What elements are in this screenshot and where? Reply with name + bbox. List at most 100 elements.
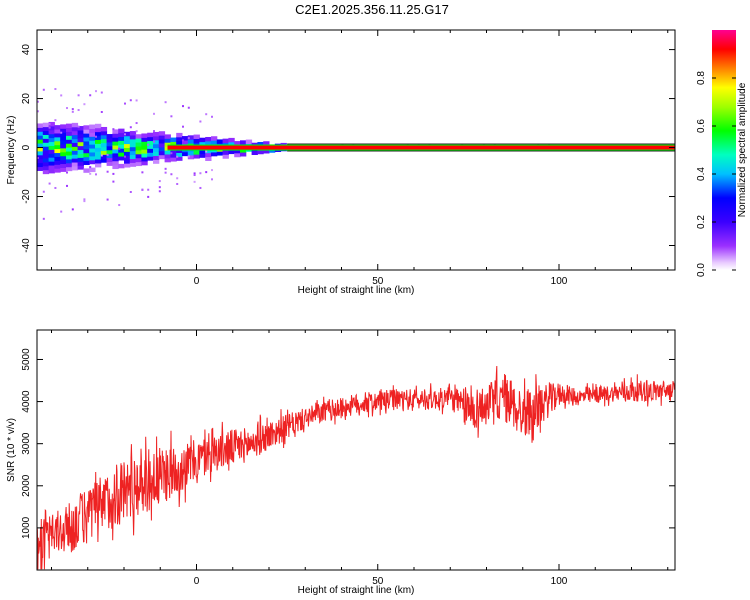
spectrogram-outlier	[42, 217, 45, 220]
spectrogram-cell	[83, 137, 90, 142]
spectrogram-cell	[164, 138, 171, 143]
spectrogram-cell	[222, 154, 229, 159]
spectrogram-cell	[176, 152, 183, 157]
spectrogram-cell	[54, 152, 61, 157]
spectrogram-cell	[89, 136, 96, 141]
spectrogram-outlier	[54, 186, 57, 189]
spectrogram-outlier	[100, 91, 103, 94]
spectrogram-cell	[77, 165, 84, 170]
spectrogram-cell	[170, 137, 177, 142]
y-tick-label: 3000	[21, 432, 32, 455]
spectrogram-cell	[158, 150, 166, 156]
y-tick-label: -20	[21, 189, 32, 204]
spectrogram-outlier	[83, 200, 86, 203]
spectrogram-cell	[66, 158, 73, 164]
spectrogram-cell	[89, 144, 96, 149]
spectrogram-cell	[118, 128, 125, 134]
spectrogram-outlier	[77, 94, 80, 97]
spectrogram-outlier	[187, 106, 190, 109]
spectrogram-outlier	[54, 88, 57, 91]
spectrogram-cell	[112, 129, 119, 134]
spectrogram-cell	[48, 153, 55, 158]
spectrogram-outlier	[164, 167, 167, 170]
spectrogram-cell	[89, 155, 96, 161]
spectrogram-cell	[42, 142, 50, 147]
spectrogram-outlier	[176, 182, 179, 185]
spectrogram-cell	[158, 146, 166, 152]
spectrogram-cell	[83, 140, 90, 146]
spectrogram-cell	[54, 156, 61, 161]
spectrogram-outlier	[211, 178, 213, 181]
spectrogram-cell	[211, 151, 218, 157]
spectrogram-cell	[147, 136, 154, 142]
spectrogram-outlier	[147, 188, 150, 191]
spectrogram-cell	[95, 135, 102, 140]
spectrogram-outlier	[141, 171, 144, 174]
spectrogram-outlier	[77, 125, 80, 128]
spectrogram-cell	[54, 140, 61, 146]
spectrogram-cell	[129, 134, 137, 140]
spectrogram-cell	[48, 133, 55, 139]
spectrogram-cell	[205, 140, 212, 146]
spectrogram-cell	[37, 162, 44, 168]
spectrogram-cell	[135, 134, 142, 139]
spectrogram-cell	[170, 153, 177, 158]
spectrogram-cell	[205, 152, 212, 158]
spectrogram-cell	[42, 154, 50, 159]
spectrogram-cell	[158, 142, 166, 148]
spectrogram-cell	[66, 131, 73, 136]
spectrogram-cell	[187, 150, 195, 156]
x-tick-label: 50	[372, 276, 384, 287]
snr-plot-area	[37, 330, 675, 570]
spectrogram-outlier	[83, 103, 86, 106]
spectrogram-cell	[234, 141, 241, 146]
spectrogram-cell	[66, 123, 73, 129]
spectrogram-outlier	[135, 99, 138, 102]
spectrogram-cell	[182, 139, 189, 145]
spectrogram-cell	[129, 150, 137, 156]
spectrogram-cell	[199, 137, 206, 143]
spectrogram-outlier	[60, 94, 63, 97]
spectrogram-outlier	[187, 137, 190, 140]
spectrogram-outlier	[112, 128, 115, 131]
spectrogram-cell	[118, 132, 125, 137]
spectrogram-cell	[129, 138, 137, 144]
spectrogram-cell	[66, 154, 73, 160]
spectrogram-cell	[112, 164, 119, 170]
spectrogram-cell	[153, 147, 160, 153]
spectrogram-cell	[164, 153, 171, 159]
carrier-band-inner	[167, 145, 675, 150]
spectrogram-cell	[147, 132, 154, 138]
spectrogram-outlier	[106, 198, 109, 201]
spectrogram-outlier	[42, 190, 45, 193]
spectrogram-cell	[118, 136, 125, 141]
spectrogram-cell	[153, 151, 160, 156]
spectrogram-cell	[112, 148, 119, 154]
spectrogram-cell	[48, 129, 55, 135]
spectrogram-outlier	[182, 139, 184, 142]
spectrogram-cell	[106, 141, 113, 147]
spectrogram-cell	[199, 141, 206, 147]
spectrogram-cell	[118, 144, 125, 149]
spectrogram-cell	[48, 157, 55, 162]
spectrogram-cell	[83, 148, 90, 154]
snr-x-ticks: 0 50 100	[51, 330, 669, 587]
spectrogram-carrier-line	[167, 143, 675, 152]
spectrogram-cell	[100, 158, 108, 163]
spectrogram-outlier	[187, 155, 190, 158]
spectrogram-cell	[83, 133, 90, 138]
spectrogram-cell	[100, 154, 108, 159]
spectrogram-cell	[66, 127, 73, 132]
spectrogram-cell	[112, 145, 119, 150]
colorbar-tick-label: 0.0	[696, 263, 707, 277]
spectrogram-cell	[199, 153, 206, 158]
spectrogram-cell	[54, 148, 61, 154]
spectrogram-cell	[42, 169, 50, 175]
spectrogram-cell	[182, 136, 189, 141]
spectrogram-outlier	[83, 198, 86, 201]
spectrogram-cell	[37, 123, 44, 128]
spectrogram-cell	[112, 156, 119, 162]
spectrogram-cell	[141, 153, 148, 158]
spectrogram-cell	[48, 165, 55, 170]
spectrogram-cell	[193, 154, 200, 159]
